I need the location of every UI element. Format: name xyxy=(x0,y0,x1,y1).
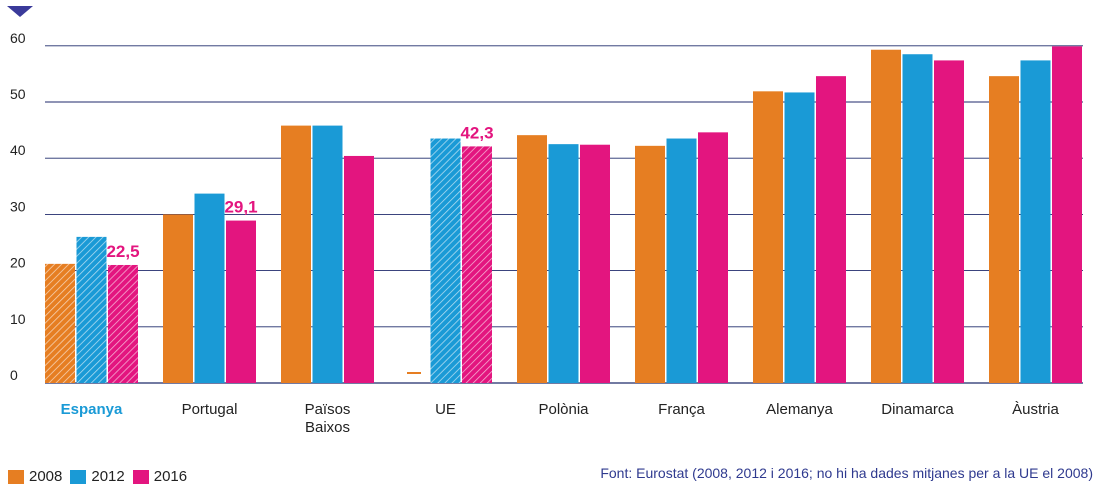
y-tick-label-0: 0 xyxy=(10,367,18,383)
chart-marker-triangle-icon xyxy=(7,6,33,17)
y-tick-label-30: 30 xyxy=(10,198,26,214)
bar-2012-6 xyxy=(784,92,815,384)
category-label-4: Polònia xyxy=(538,401,589,418)
source-note: Font: Eurostat (2008, 2012 i 2016; no hi… xyxy=(600,465,1093,481)
bar-2008-2 xyxy=(281,125,311,383)
bar-2012-1 xyxy=(194,193,225,383)
y-tick-label-40: 40 xyxy=(10,142,26,158)
bar-2016-2 xyxy=(344,155,374,383)
category-label-0: Espanya xyxy=(61,401,123,418)
legend-swatch-2008 xyxy=(8,469,24,484)
bar-2012-4 xyxy=(548,144,579,383)
legend-swatch-2012 xyxy=(70,469,87,484)
bar-2016-7 xyxy=(934,60,964,384)
legend-label-2008: 2008 xyxy=(29,468,63,485)
bar-2012-2 xyxy=(312,125,343,383)
bar-2012-3 xyxy=(430,138,461,383)
bar-2008-5 xyxy=(635,145,665,383)
category-label-6: Alemanya xyxy=(766,401,833,418)
legend-item-2008: 2008 xyxy=(8,468,62,485)
y-tick-label-60: 60 xyxy=(10,30,26,46)
data-label-0: 22,5 xyxy=(106,242,139,261)
bar-2008-1 xyxy=(163,214,193,383)
bar-2012-5 xyxy=(666,138,697,383)
y-tick-label-10: 10 xyxy=(10,311,26,327)
category-label-5: França xyxy=(658,401,705,418)
legend-swatch-2016 xyxy=(132,469,149,484)
bar-2012-7 xyxy=(902,54,933,383)
category-label-1: Portugal xyxy=(182,401,238,418)
data-label-1: 29,1 xyxy=(224,198,257,217)
y-tick-label-50: 50 xyxy=(10,86,26,102)
bar-2008-6 xyxy=(753,91,783,384)
bar-2016-5 xyxy=(698,132,728,383)
legend-item-2016: 2016 xyxy=(132,468,188,485)
bar-2008-0 xyxy=(45,263,75,383)
legend: 2008 2012 2016 xyxy=(8,468,195,485)
bar-2016-3 xyxy=(462,146,492,383)
category-label-3: UE xyxy=(435,401,456,418)
legend-item-2012: 2012 xyxy=(70,468,125,485)
legend-label-2012: 2012 xyxy=(91,468,125,485)
category-label-2: Països Baixos xyxy=(305,401,351,436)
bar-2008-4 xyxy=(517,135,547,383)
bar-2016-4 xyxy=(580,144,610,383)
data-label-2: 42,3 xyxy=(460,123,493,142)
bar-2016-8 xyxy=(1052,46,1082,383)
category-label-7: Dinamarca xyxy=(881,401,954,418)
bar-chart: 0 10 20 30 40 50 60 Espanya Portugal Països Baixos… xyxy=(7,6,1083,436)
bar-2016-6 xyxy=(816,76,846,383)
bar-2016-0 xyxy=(108,264,138,383)
legend-label-2016: 2016 xyxy=(153,468,188,485)
bar-2012-0 xyxy=(76,236,107,383)
bar-2008-7 xyxy=(871,49,901,383)
bar-2012-8 xyxy=(1020,60,1051,384)
y-tick-label-20: 20 xyxy=(10,255,26,271)
bar-2016-1 xyxy=(226,220,256,383)
bar-2008-8 xyxy=(989,76,1019,383)
category-label-8: Àustria xyxy=(1012,401,1059,418)
